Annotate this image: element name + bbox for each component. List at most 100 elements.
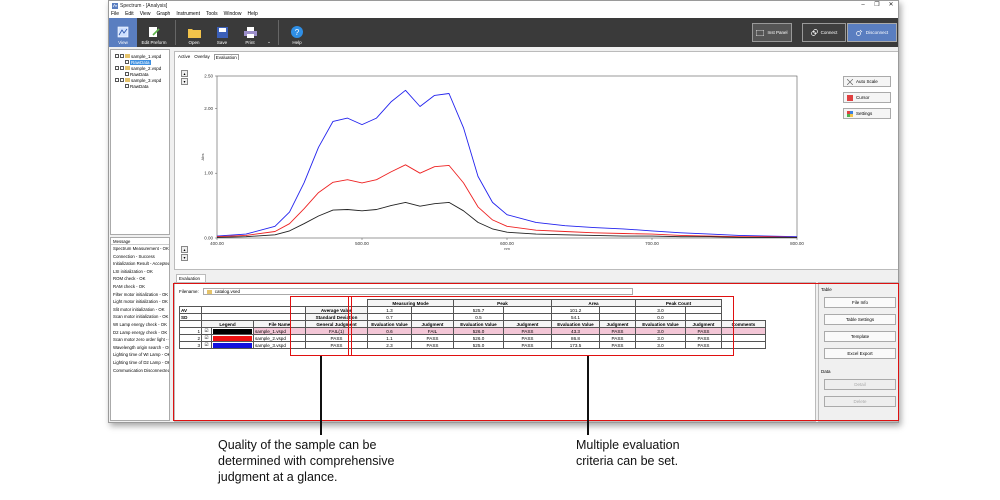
- app-logo-icon: [112, 2, 118, 9]
- expand-toggle[interactable]: [115, 78, 119, 82]
- measuring-value-cell: 2.3: [367, 341, 412, 349]
- maximize-button[interactable]: ❐: [874, 2, 880, 8]
- peak-judgment-cell: PASS: [503, 341, 552, 349]
- group-measuring-mode: Measuring Mode: [367, 299, 454, 307]
- series-line-3: [216, 201, 797, 238]
- row-checkbox[interactable]: ☑: [201, 327, 212, 335]
- header-judgment: Judgment: [599, 320, 636, 328]
- menu-instrument[interactable]: Instrument: [176, 11, 200, 17]
- expand-toggle[interactable]: [115, 54, 119, 58]
- menu-file[interactable]: File: [111, 11, 120, 17]
- settings-button[interactable]: Settings: [843, 108, 891, 119]
- av-area: 101.2: [551, 306, 600, 314]
- print-options-button[interactable]: ⌄: [267, 39, 271, 44]
- menu-graph[interactable]: Graph: [156, 11, 171, 17]
- menu-view[interactable]: View: [139, 11, 151, 17]
- header-evaluation-value: Evaluation Value: [551, 320, 600, 328]
- expand-toggle[interactable]: [115, 66, 119, 70]
- checkbox[interactable]: [125, 72, 129, 76]
- minimize-button[interactable]: –: [861, 2, 865, 8]
- menu-tools[interactable]: Tools: [205, 11, 218, 17]
- message-line: RAM check - OK: [113, 283, 145, 289]
- menu-edit[interactable]: Edit: [125, 11, 134, 17]
- tree-item-sample-1[interactable]: sample_1.vspd: [115, 53, 161, 59]
- sd-label: SD: [179, 313, 202, 321]
- scroll-up-button[interactable]: ▴: [181, 70, 188, 77]
- tab-active[interactable]: Active: [178, 54, 191, 59]
- scroll-down-button[interactable]: ▾: [181, 78, 188, 85]
- scroll-down-button[interactable]: ▾: [181, 254, 188, 261]
- tab-evaluation[interactable]: Evaluation: [213, 54, 239, 60]
- disconnect-button[interactable]: Disconnect: [847, 23, 897, 42]
- row-number: 1: [179, 327, 202, 335]
- checkbox[interactable]: [120, 54, 124, 58]
- edit-preform-label: Edit Preform: [141, 40, 167, 45]
- view-button[interactable]: View: [109, 18, 137, 47]
- spectrum-chart[interactable]: 0.00 1.00 2.00 2.50 400.00 500.00 600.00 700.00…: [195, 66, 815, 266]
- tree-item-label: sample_2.vspd: [131, 65, 162, 71]
- peak-judgment-cell: PASS: [503, 327, 552, 335]
- connect-button[interactable]: Connect: [802, 23, 846, 42]
- print-label: Print: [245, 40, 255, 45]
- connect-label: Connect: [820, 30, 838, 35]
- general-judgment-cell: FAIL(1): [305, 327, 368, 335]
- message-panel: Message Spectrum Measurement - OK Connect…: [110, 237, 170, 421]
- excel-export-button[interactable]: Excel Export: [824, 348, 896, 359]
- print-button[interactable]: Print: [236, 18, 264, 47]
- row-checkbox[interactable]: ☑: [201, 341, 212, 349]
- tab-evaluation-pane[interactable]: Evaluation: [176, 274, 206, 282]
- group-peak: Peak: [453, 299, 552, 307]
- table-row[interactable]: 2 ☑ sample_2.vspd PASS 1.1 PASS 526.0 PASS 86.8 P…: [179, 334, 766, 342]
- save-button[interactable]: Save: [208, 18, 236, 47]
- sd-count: 0.0: [635, 313, 686, 321]
- sd-measuring: 0.7: [367, 313, 412, 321]
- tab-overlay[interactable]: Overlay: [194, 54, 210, 59]
- open-label: Open: [188, 40, 200, 45]
- detail-button[interactable]: Detail: [824, 379, 896, 390]
- auto-scale-button[interactable]: Auto Scale: [843, 76, 891, 87]
- file-icon: [125, 54, 130, 58]
- y-axis-label: Abs: [200, 154, 205, 161]
- tree-item-rawdata-1[interactable]: RawData: [125, 59, 151, 65]
- checkbox[interactable]: [120, 66, 124, 70]
- printer-icon: [243, 27, 257, 38]
- close-button[interactable]: ✕: [888, 2, 894, 8]
- tree-item-sample-3[interactable]: sample_3.vspd: [115, 77, 161, 83]
- table-section-label: Table: [821, 287, 832, 292]
- sd-peak: 0.5: [453, 313, 504, 321]
- tree-item-sample-2[interactable]: sample_2.vspd: [115, 65, 161, 71]
- table-row[interactable]: 3 ☑ sample_3.vspd PASS 2.3 PASS 525.0 PASS 173.5…: [179, 341, 766, 349]
- row-checkbox[interactable]: ☑: [201, 334, 212, 342]
- header-evaluation-value: Evaluation Value: [453, 320, 504, 328]
- checkbox[interactable]: [120, 78, 124, 82]
- auto-scale-label: Auto Scale: [856, 79, 878, 84]
- checkbox[interactable]: [125, 84, 129, 88]
- save-icon: [216, 27, 228, 38]
- x-tick-label: 400.00: [210, 241, 224, 246]
- table-row[interactable]: 1 ☑ sample_1.vspd FAIL(1) 0.6 FAIL 526.0 PASS 43…: [179, 327, 766, 335]
- delete-button[interactable]: Delete: [824, 396, 896, 407]
- tree-item-rawdata-3[interactable]: RawData: [125, 83, 149, 89]
- file-info-button[interactable]: File Info: [824, 297, 896, 308]
- template-button[interactable]: Template: [824, 331, 896, 342]
- file-icon: [125, 66, 130, 70]
- menu-help[interactable]: Help: [247, 11, 258, 17]
- filename-field[interactable]: catalog.vsed: [202, 288, 633, 295]
- edit-preform-button[interactable]: Edit Preform: [137, 18, 171, 47]
- scroll-up-button[interactable]: ▴: [181, 246, 188, 253]
- help-button[interactable]: ? Help: [283, 18, 311, 47]
- header-judgment: Judgment: [685, 320, 722, 328]
- menu-window[interactable]: Window: [223, 11, 242, 17]
- inst-panel-button[interactable]: Inst Panel: [752, 23, 792, 42]
- count-judgment-cell: PASS: [685, 334, 722, 342]
- cursor-button[interactable]: Cursor: [843, 92, 891, 103]
- leader-line: [587, 356, 589, 435]
- checkbox[interactable]: [125, 60, 129, 64]
- tree-item-rawdata-2[interactable]: RawData: [125, 71, 149, 77]
- table-settings-button[interactable]: Table Settings: [824, 314, 896, 325]
- header-comments: Comments: [721, 320, 766, 328]
- open-button[interactable]: Open: [180, 18, 208, 47]
- area-judgment-cell: PASS: [599, 327, 636, 335]
- autoscale-icon: [847, 78, 853, 85]
- message-line: Lighting time of WI Lamp - OK: [113, 352, 169, 358]
